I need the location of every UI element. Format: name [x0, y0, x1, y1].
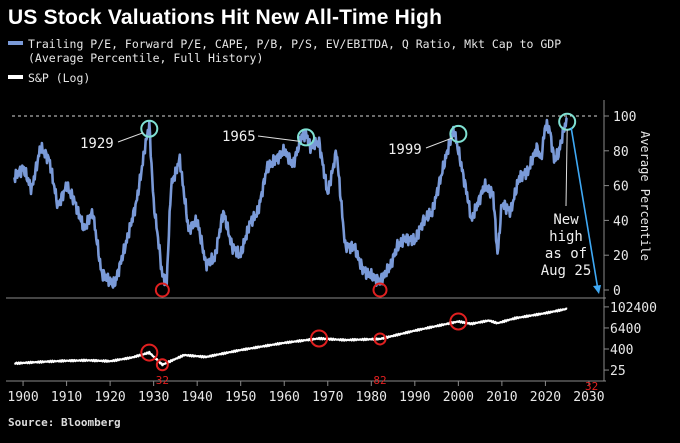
- projection-arrow-head: [593, 285, 601, 294]
- new-high-note-line: as of: [545, 246, 587, 262]
- x-tick-label: 2000: [443, 390, 474, 405]
- sp-trough-year-label: 32: [156, 374, 169, 387]
- legend-entry-valuation: Trailing P/E, Forward P/E, CAPE, P/B, P/…: [8, 37, 561, 51]
- legend-entry-sp: S&P (Log): [8, 71, 90, 85]
- legend-label-valuation-sub: (Average Percentile, Full History): [28, 51, 264, 65]
- trough-marker: [372, 282, 388, 298]
- y-tick-label: 0: [613, 284, 621, 299]
- legend-swatch-valuation: [8, 40, 23, 45]
- x-tick-label: 1920: [94, 390, 125, 405]
- x-tick-label: 1910: [51, 390, 82, 405]
- x-tick-label: 2030: [573, 390, 604, 405]
- peak-marker: [449, 124, 468, 143]
- y-tick-label: 40: [613, 214, 629, 229]
- legend-entry-valuation-sub: (Average Percentile, Full History): [28, 51, 263, 65]
- valuation-percentile-line: [13, 116, 568, 289]
- peak-pointer: [117, 132, 144, 143]
- peak-marker: [140, 119, 159, 138]
- sp-trough-marker: [373, 332, 387, 346]
- x-tick-label: 2020: [530, 390, 561, 405]
- legend-label-sp: S&P (Log): [28, 71, 91, 85]
- new-high-pointer: [565, 129, 568, 207]
- sp-trough-marker: [155, 358, 169, 372]
- peak-marker: [297, 128, 315, 147]
- sp-y-tick-label: 102400: [610, 301, 657, 316]
- sp-peak-marker: [449, 312, 468, 331]
- x-tick-label: 1990: [399, 390, 430, 405]
- x-tick-label: 1940: [182, 390, 213, 405]
- x-tick-label: 1980: [356, 390, 387, 405]
- peak-pointer: [425, 137, 453, 149]
- sp-log-line: [13, 307, 568, 367]
- y-tick-label: 60: [613, 180, 629, 195]
- y-tick-label: 20: [613, 249, 629, 264]
- new-high-note-line: New: [553, 212, 579, 228]
- legend-label-valuation: Trailing P/E, Forward P/E, CAPE, P/B, P/…: [28, 37, 562, 51]
- x-tick-label: 1930: [138, 390, 169, 405]
- x-tick-label: 1950: [225, 390, 256, 405]
- sp-peak-marker: [140, 343, 159, 362]
- projection-year-label: 32: [585, 380, 598, 393]
- y-tick-label: 100: [613, 110, 636, 125]
- x-tick-label: 1900: [7, 390, 38, 405]
- y-tick-label: 80: [613, 145, 629, 160]
- sp-trough-year-label: 82: [373, 374, 386, 387]
- chart-title: US Stock Valuations Hit New All-Time Hig…: [8, 6, 443, 29]
- sp-y-tick-label: 400: [610, 343, 633, 358]
- sp-y-tick-label: 25: [610, 364, 626, 379]
- y-axis-title: Average Percentile: [638, 131, 652, 261]
- peak-label: 1965: [222, 129, 256, 145]
- source-note: Source: Bloomberg: [8, 416, 121, 429]
- x-tick-label: 1960: [269, 390, 300, 405]
- peak-label: 1999: [388, 142, 422, 158]
- trough-marker: [154, 282, 170, 298]
- sp-peak-marker: [310, 329, 329, 348]
- peak-marker: [558, 112, 577, 131]
- peak-pointer: [257, 135, 301, 142]
- x-tick-label: 1970: [312, 390, 343, 405]
- new-high-note-line: high: [549, 229, 583, 245]
- peak-label: 1929: [80, 136, 114, 152]
- x-tick-label: 2010: [486, 390, 517, 405]
- new-high-note-line: Aug 25: [541, 263, 592, 279]
- legend-swatch-sp: [8, 74, 23, 79]
- projection-arrow-line: [570, 127, 599, 291]
- sp-y-tick-label: 6400: [610, 322, 641, 337]
